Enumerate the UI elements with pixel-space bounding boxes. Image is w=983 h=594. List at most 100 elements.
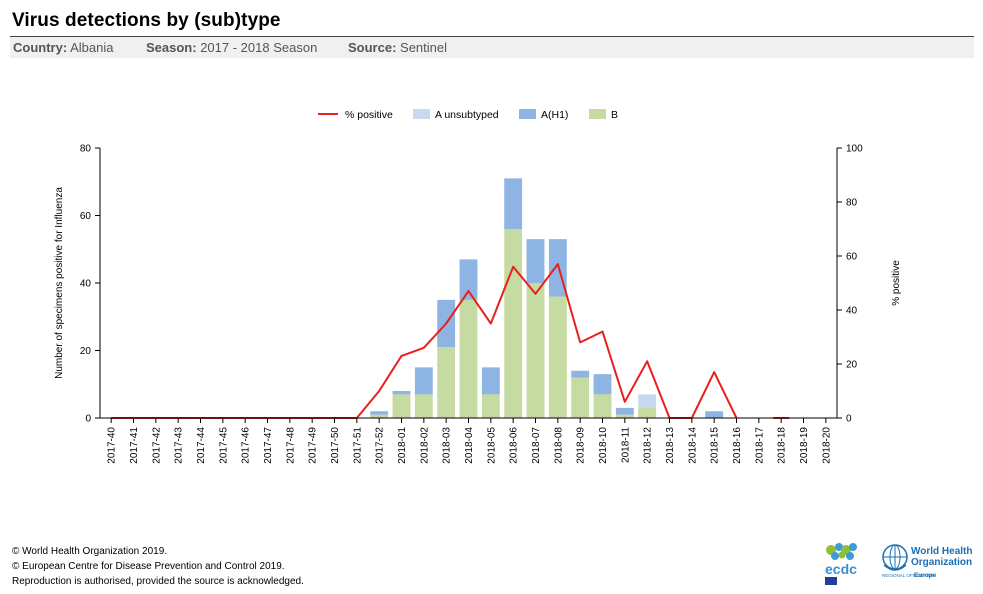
- y2-tick-label: 20: [846, 360, 858, 371]
- x-tick-label: 2018-04: [464, 427, 475, 464]
- x-tick-label: 2017-51: [352, 427, 363, 464]
- reproduction-notice: Reproduction is authorised, provided the…: [12, 576, 304, 587]
- legend-box-swatch: [589, 109, 606, 119]
- bar-b: [392, 394, 411, 418]
- bar-a-unsubtyped: [638, 394, 657, 408]
- bar-a-h1-: [370, 411, 389, 415]
- y-tick-label: 80: [80, 144, 92, 155]
- bar-a-h1-: [526, 239, 545, 283]
- legend-label: B: [611, 109, 618, 121]
- x-tick-label: 2018-17: [754, 427, 765, 464]
- bar-b: [414, 394, 433, 418]
- x-tick-label: 2017-45: [218, 427, 229, 464]
- who-name-line2: Organization: [911, 557, 972, 568]
- ecdc-molecule-icon: [826, 543, 857, 560]
- legend-box-swatch: [413, 109, 430, 119]
- bar-a-h1-: [459, 259, 478, 300]
- y2-tick-label: 60: [846, 252, 858, 263]
- x-tick-label: 2018-18: [777, 427, 788, 464]
- who-name-line1: World Health: [911, 546, 972, 557]
- bar-b: [481, 394, 500, 418]
- page-title: Virus detections by (sub)type: [12, 10, 281, 31]
- x-tick-label: 2018-02: [419, 427, 430, 464]
- eu-flag-icon: [825, 577, 837, 585]
- who-emblem-icon: [882, 544, 908, 571]
- chart-axes: 0 20 40 60 80 0 20 40 60 80 100 Number of specimens…: [54, 144, 902, 464]
- legend-label: A unsubtyped: [435, 109, 499, 121]
- x-tick-label: 2018-07: [531, 427, 542, 464]
- who-region: Europe: [914, 572, 937, 579]
- ecdc-logo: ecdc: [825, 543, 857, 585]
- season-value: 2017 - 2018 Season: [200, 40, 318, 55]
- who-logo: World Health Organization REGIONAL OFFIC…: [882, 544, 972, 579]
- bar-a-h1-: [481, 367, 500, 395]
- x-tick-label: 2017-48: [285, 427, 296, 464]
- bar-a-h1-: [392, 391, 411, 395]
- who-regional-office: REGIONAL OFFICE FOR: [882, 573, 934, 578]
- y2-tick-label: 0: [846, 414, 852, 425]
- bar-a-h1-: [571, 370, 590, 378]
- ecdc-wordmark: ecdc: [825, 561, 857, 577]
- x-tick-label: 2018-15: [710, 427, 721, 464]
- y2-tick-label: 100: [846, 144, 863, 155]
- y-axis-title: Number of specimens positive for Influen…: [54, 187, 65, 379]
- x-tick-label: 2017-49: [308, 427, 319, 464]
- bar-b: [437, 347, 456, 418]
- y-tick-label: 40: [80, 279, 92, 290]
- x-tick-label: 2018-08: [553, 427, 564, 464]
- bar-b: [638, 407, 657, 418]
- x-tick-label: 2018-14: [687, 427, 698, 464]
- copyright-who: © World Health Organization 2019.: [12, 546, 168, 557]
- x-tick-label: 2018-09: [576, 427, 587, 464]
- bar-a-h1-: [414, 367, 433, 395]
- x-tick-label: 2018-06: [509, 427, 520, 464]
- x-tick-label: 2017-41: [129, 427, 140, 464]
- x-tick-label: 2018-13: [665, 427, 676, 464]
- bar-b: [571, 377, 590, 418]
- x-tick-label: 2017-42: [151, 427, 162, 464]
- country-info: Country: Albania: [13, 37, 113, 58]
- y2-tick-label: 40: [846, 306, 858, 317]
- x-tick-label: 2017-43: [174, 427, 185, 464]
- x-tick-label: 2017-52: [375, 427, 386, 464]
- virus-detections-chart: % positive A unsubtyped A(H1) B 0 20 40 60 80 0 2…: [54, 109, 902, 464]
- x-tick-label: 2017-40: [107, 427, 118, 464]
- bar-a-h1-: [504, 178, 523, 229]
- copyright-footer: © World Health Organization 2019. © Euro…: [12, 544, 304, 589]
- y-tick-label: 20: [80, 346, 92, 357]
- bar-a-h1-: [705, 411, 724, 418]
- y2-axis-title: % positive: [891, 260, 902, 306]
- x-tick-label: 2018-05: [486, 427, 497, 464]
- x-tick-label: 2018-11: [620, 427, 631, 463]
- bar-b: [370, 414, 389, 418]
- y-tick-label: 0: [85, 414, 91, 425]
- bar-b: [526, 283, 545, 418]
- bar-b: [593, 394, 612, 418]
- x-tick-label: 2018-20: [821, 427, 832, 464]
- x-tick-label: 2018-10: [598, 427, 609, 464]
- source-label: Source:: [348, 40, 397, 55]
- season-label: Season:: [146, 40, 197, 55]
- x-tick-label: 2017-47: [263, 427, 274, 464]
- copyright-ecdc: © European Centre for Disease Prevention…: [12, 561, 285, 572]
- bar-b: [504, 229, 523, 418]
- x-tick-label: 2017-46: [241, 427, 252, 464]
- bar-series: [370, 178, 724, 418]
- bar-a-h1-: [615, 407, 634, 415]
- legend-label: % positive: [345, 109, 393, 121]
- y-tick-label: 60: [80, 211, 92, 222]
- country-label: Country:: [13, 40, 68, 55]
- legend-label: A(H1): [541, 109, 568, 121]
- x-tick-label: 2018-16: [732, 427, 743, 464]
- x-tick-label: 2018-19: [799, 427, 810, 464]
- title-divider: [10, 36, 974, 37]
- y2-tick-label: 80: [846, 198, 858, 209]
- bar-b: [548, 296, 567, 418]
- bar-a-h1-: [593, 374, 612, 395]
- x-tick-label: 2018-03: [442, 427, 453, 464]
- bar-b: [615, 414, 634, 418]
- source-value: Sentinel: [400, 40, 448, 55]
- season-info: Season: 2017 - 2018 Season: [146, 37, 317, 58]
- legend-box-swatch: [519, 109, 536, 119]
- x-tick-label: 2017-44: [196, 427, 207, 464]
